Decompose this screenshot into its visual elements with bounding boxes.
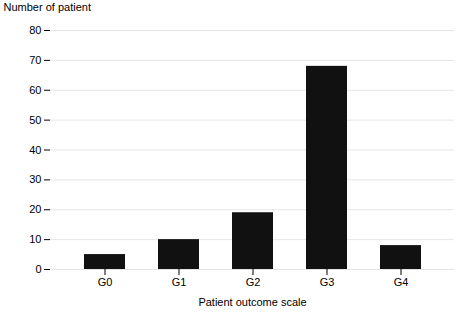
svg-text:G1: G1 (172, 276, 187, 288)
svg-text:G4: G4 (394, 276, 409, 288)
svg-text:G3: G3 (320, 276, 335, 288)
svg-text:10: 10 (29, 233, 41, 245)
svg-text:50: 50 (29, 114, 41, 126)
svg-text:30: 30 (29, 173, 41, 185)
svg-text:70: 70 (29, 54, 41, 66)
svg-text:60: 60 (29, 84, 41, 96)
svg-text:0: 0 (35, 263, 41, 275)
svg-text:Number of patient: Number of patient (4, 1, 91, 13)
svg-text:Patient outcome scale: Patient outcome scale (198, 296, 306, 308)
svg-text:20: 20 (29, 203, 41, 215)
svg-text:G2: G2 (246, 276, 261, 288)
svg-text:40: 40 (29, 144, 41, 156)
svg-text:G0: G0 (98, 276, 113, 288)
svg-text:80: 80 (29, 24, 41, 36)
